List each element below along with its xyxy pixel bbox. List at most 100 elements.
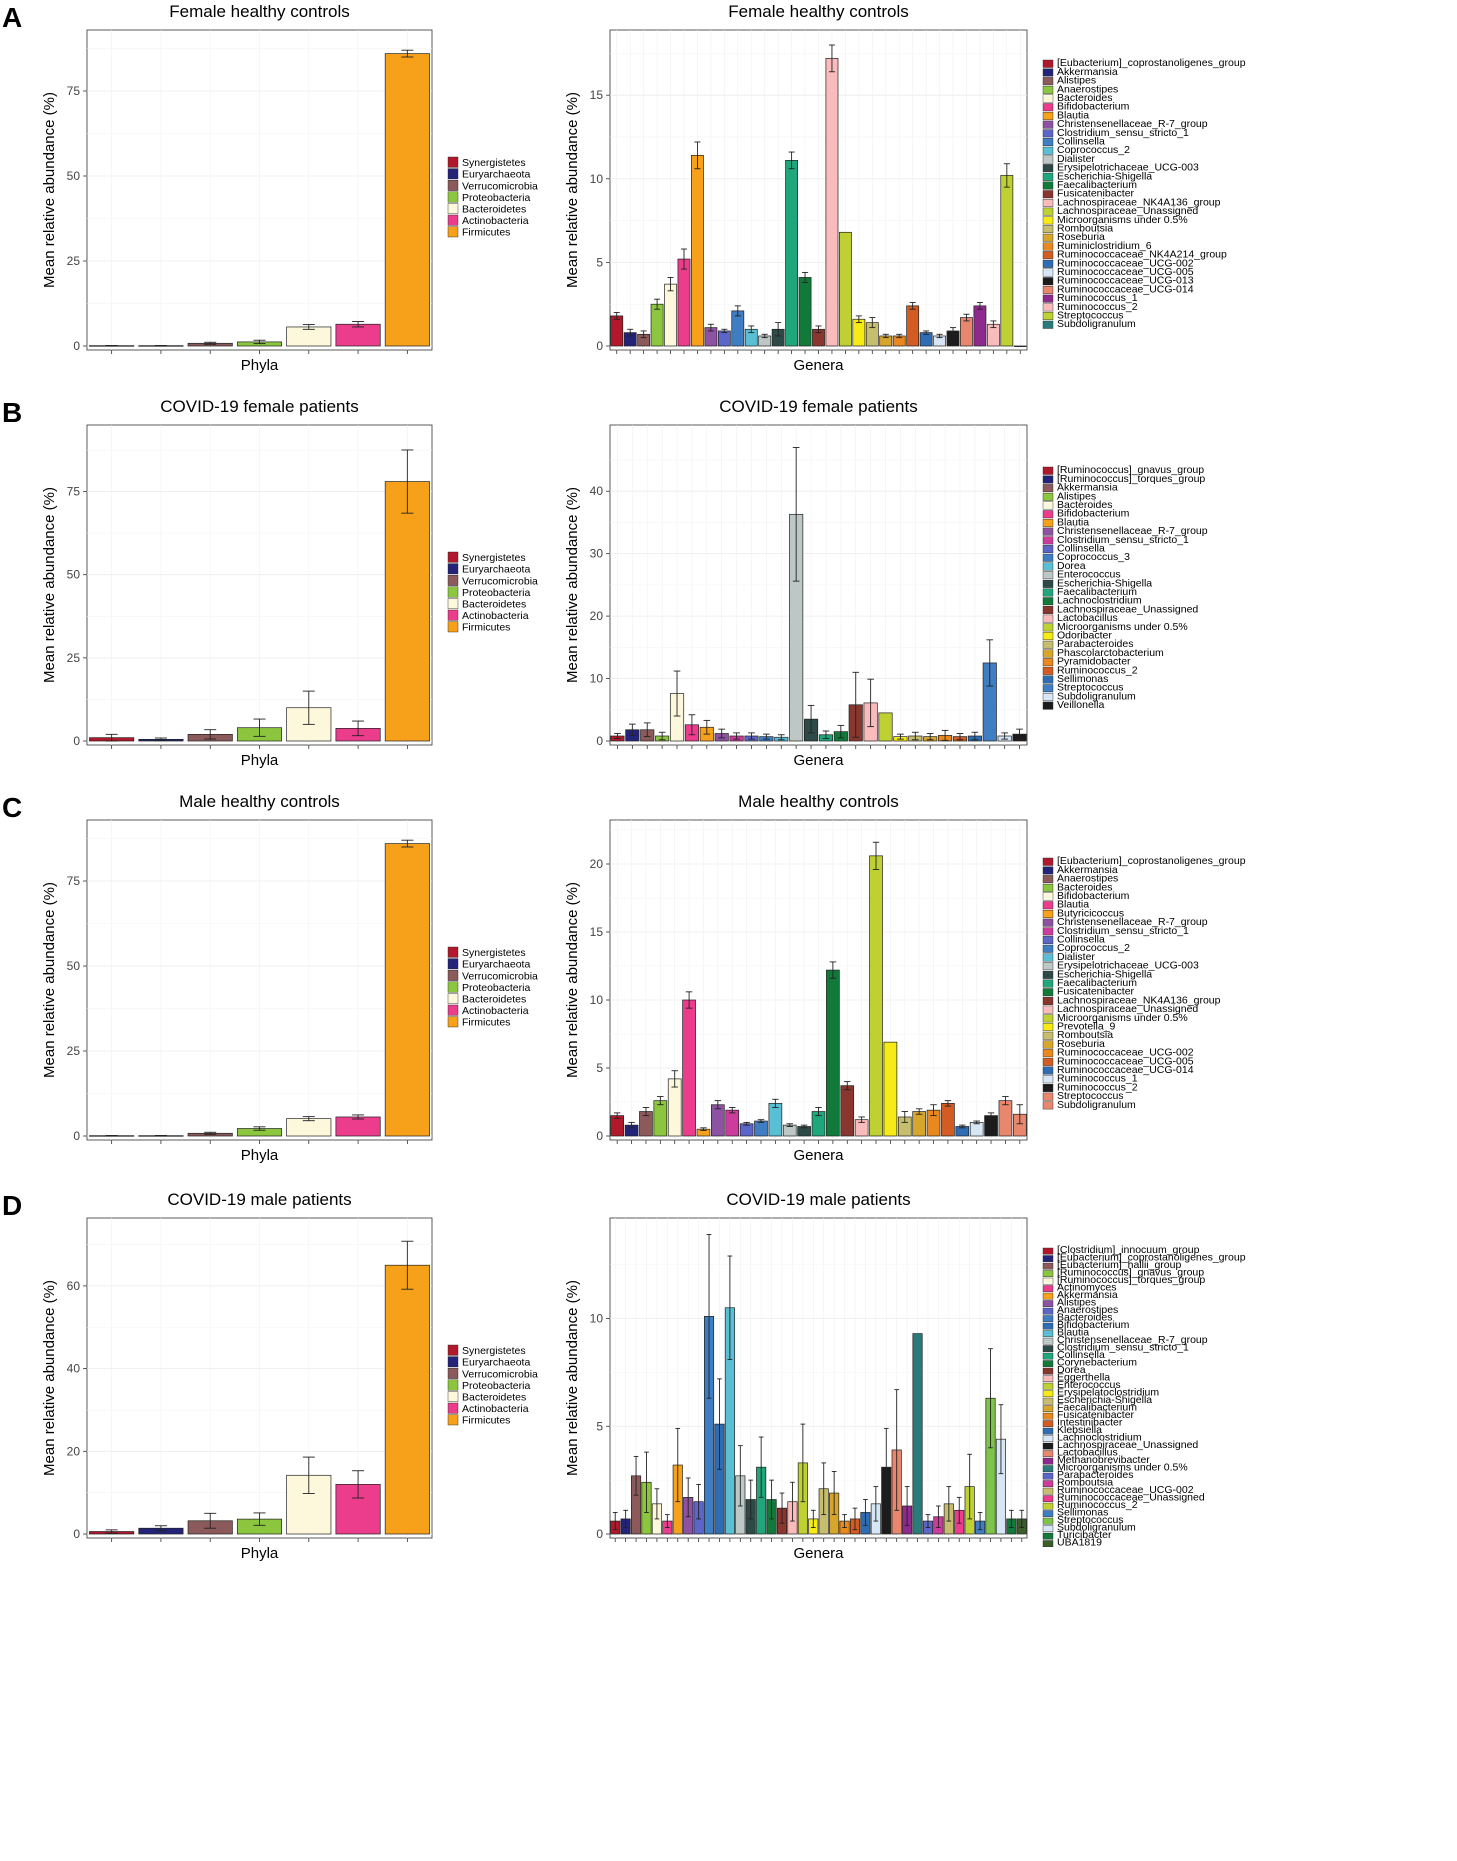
legend-label: Actinobacteria xyxy=(462,215,529,227)
panel-letter: B xyxy=(2,397,22,428)
legend-label: Actinobacteria xyxy=(462,1005,529,1017)
legend-swatch xyxy=(1042,1337,1054,1345)
legend-swatch xyxy=(1042,936,1054,944)
legend-label: Ruminococcus_1 xyxy=(1057,292,1138,304)
y-tick-label: 0 xyxy=(596,339,603,353)
legend-label: Ruminococcaceae_UCG-014 xyxy=(1057,1064,1194,1076)
legend-swatch xyxy=(1042,1412,1054,1420)
legend-swatch xyxy=(1042,1075,1054,1084)
legend-swatch xyxy=(1042,553,1054,562)
legend-label: Euryarchaeota xyxy=(462,959,530,971)
legend-swatch xyxy=(447,551,459,563)
legend-label: Microorganisms under 0.5% xyxy=(1057,214,1188,226)
legend-swatch xyxy=(1042,303,1054,312)
legend-swatch xyxy=(1042,268,1054,277)
legend-label: Clostridium_sensu_stricto_1 xyxy=(1057,127,1189,139)
legend-swatch xyxy=(1042,1375,1054,1383)
legend-swatch xyxy=(1042,562,1054,571)
bar xyxy=(960,317,973,347)
legend-label: Ruminococcus_1 xyxy=(1057,1073,1138,1085)
legend-label: Firmicutes xyxy=(462,622,510,634)
legend-label: Blautia xyxy=(1057,516,1089,528)
legend-swatch xyxy=(447,156,459,168)
legend-swatch xyxy=(1042,1247,1054,1255)
legend-swatch xyxy=(1042,588,1054,597)
legend-label: Akkermansia xyxy=(1057,482,1118,494)
legend-swatch xyxy=(1042,242,1054,251)
legend-swatch xyxy=(1042,1285,1054,1293)
legend-swatch xyxy=(1042,901,1054,910)
y-tick-label: 25 xyxy=(67,254,81,268)
bar xyxy=(840,1085,855,1137)
legend-label: Blautia xyxy=(1057,1327,1089,1339)
legend-swatch xyxy=(1042,536,1054,545)
legend-swatch xyxy=(1042,1023,1054,1031)
legend-label: Lachnospiraceae_Unassigned xyxy=(1057,603,1198,615)
legend-swatch xyxy=(1042,597,1054,606)
y-tick-label: 5 xyxy=(596,1419,603,1433)
legend: SynergistetesEuryarchaeotaVerrucomicrobi… xyxy=(447,1344,538,1427)
legend-swatch xyxy=(1042,1495,1054,1503)
bar xyxy=(286,1118,332,1137)
legend-label: Anaerostipes xyxy=(1057,83,1118,95)
legend-label: Blautia xyxy=(1057,109,1089,121)
y-tick-label: 20 xyxy=(590,609,604,623)
legend-swatch xyxy=(447,1402,459,1414)
bar xyxy=(785,160,798,347)
chart-title: COVID-19 female patients xyxy=(160,397,358,416)
legend-label: Streptococcus xyxy=(1057,1514,1124,1526)
legend-swatch xyxy=(1042,675,1054,684)
y-tick-label: 40 xyxy=(590,484,604,498)
legend-label: Odoribacter xyxy=(1057,630,1112,642)
legend-label: Ruminococcus_2 xyxy=(1057,301,1138,313)
legend-label: Euryarchaeota xyxy=(462,169,530,181)
legend-swatch xyxy=(1042,1420,1054,1428)
legend-swatch xyxy=(1042,85,1054,94)
x-axis-label: Phyla xyxy=(241,752,279,769)
legend-swatch xyxy=(1042,632,1054,640)
phyla-chart: 0 25 50 75 Male healthy controls Phyla Mean re… xyxy=(41,792,538,1164)
legend-swatch xyxy=(1042,1005,1054,1014)
legend-label: Firmicutes xyxy=(462,227,510,239)
legend: [Eubacterium]_coprostanoligenes_groupAkk… xyxy=(1042,57,1246,330)
legend-swatch xyxy=(1042,527,1054,536)
legend-label: Faecalibacterium xyxy=(1057,179,1137,191)
legend-swatch xyxy=(1042,294,1054,303)
y-axis-label: Mean relative abundance (%) xyxy=(564,487,581,683)
legend-label: Dorea xyxy=(1057,1364,1086,1376)
legend-swatch xyxy=(1042,1472,1054,1480)
legend-swatch xyxy=(1042,1292,1054,1300)
legend-label: Ruminococcus_2 xyxy=(1057,1081,1138,1093)
legend-label: Faecalibacterium xyxy=(1057,586,1137,598)
y-tick-label: 30 xyxy=(590,547,604,561)
legend-label: [Eubacterium]_hallii_group xyxy=(1057,1259,1181,1271)
legend-swatch xyxy=(1042,579,1054,588)
legend-label: Akkermansia xyxy=(1057,1289,1118,1301)
legend-swatch xyxy=(1042,1031,1054,1040)
legend-label: Dialister xyxy=(1057,951,1095,963)
legend-label: Collinsella xyxy=(1057,543,1105,555)
legend-swatch xyxy=(447,993,459,1005)
legend-label: Lachnospiraceae_Unassigned xyxy=(1057,1439,1198,1451)
legend-label: Sellimonas xyxy=(1057,1507,1108,1519)
legend-label: Ruminococcaceae_UCG-005 xyxy=(1057,1055,1194,1067)
legend-swatch xyxy=(447,563,459,575)
legend-swatch xyxy=(1042,1092,1054,1101)
legend-label: Romboutsia xyxy=(1057,223,1113,235)
legend-swatch xyxy=(1042,1442,1054,1450)
y-tick-label: 0 xyxy=(596,734,603,748)
bar xyxy=(941,1103,955,1137)
legend-label: Streptococcus xyxy=(1057,682,1124,694)
legend-swatch xyxy=(1042,519,1054,527)
legend-label: Ruminiclostridium_6 xyxy=(1057,240,1152,252)
y-tick-label: 15 xyxy=(590,925,604,939)
y-tick-label: 10 xyxy=(590,993,604,1007)
legend-swatch xyxy=(1042,320,1054,329)
phyla-chart: 0 25 50 75 COVID-19 female patients Phyla Mean… xyxy=(41,397,538,769)
panel-letter: D xyxy=(2,1190,22,1221)
bar xyxy=(825,58,839,347)
legend-swatch xyxy=(1042,207,1054,216)
legend-swatch xyxy=(1042,138,1054,147)
bar xyxy=(1000,175,1014,347)
